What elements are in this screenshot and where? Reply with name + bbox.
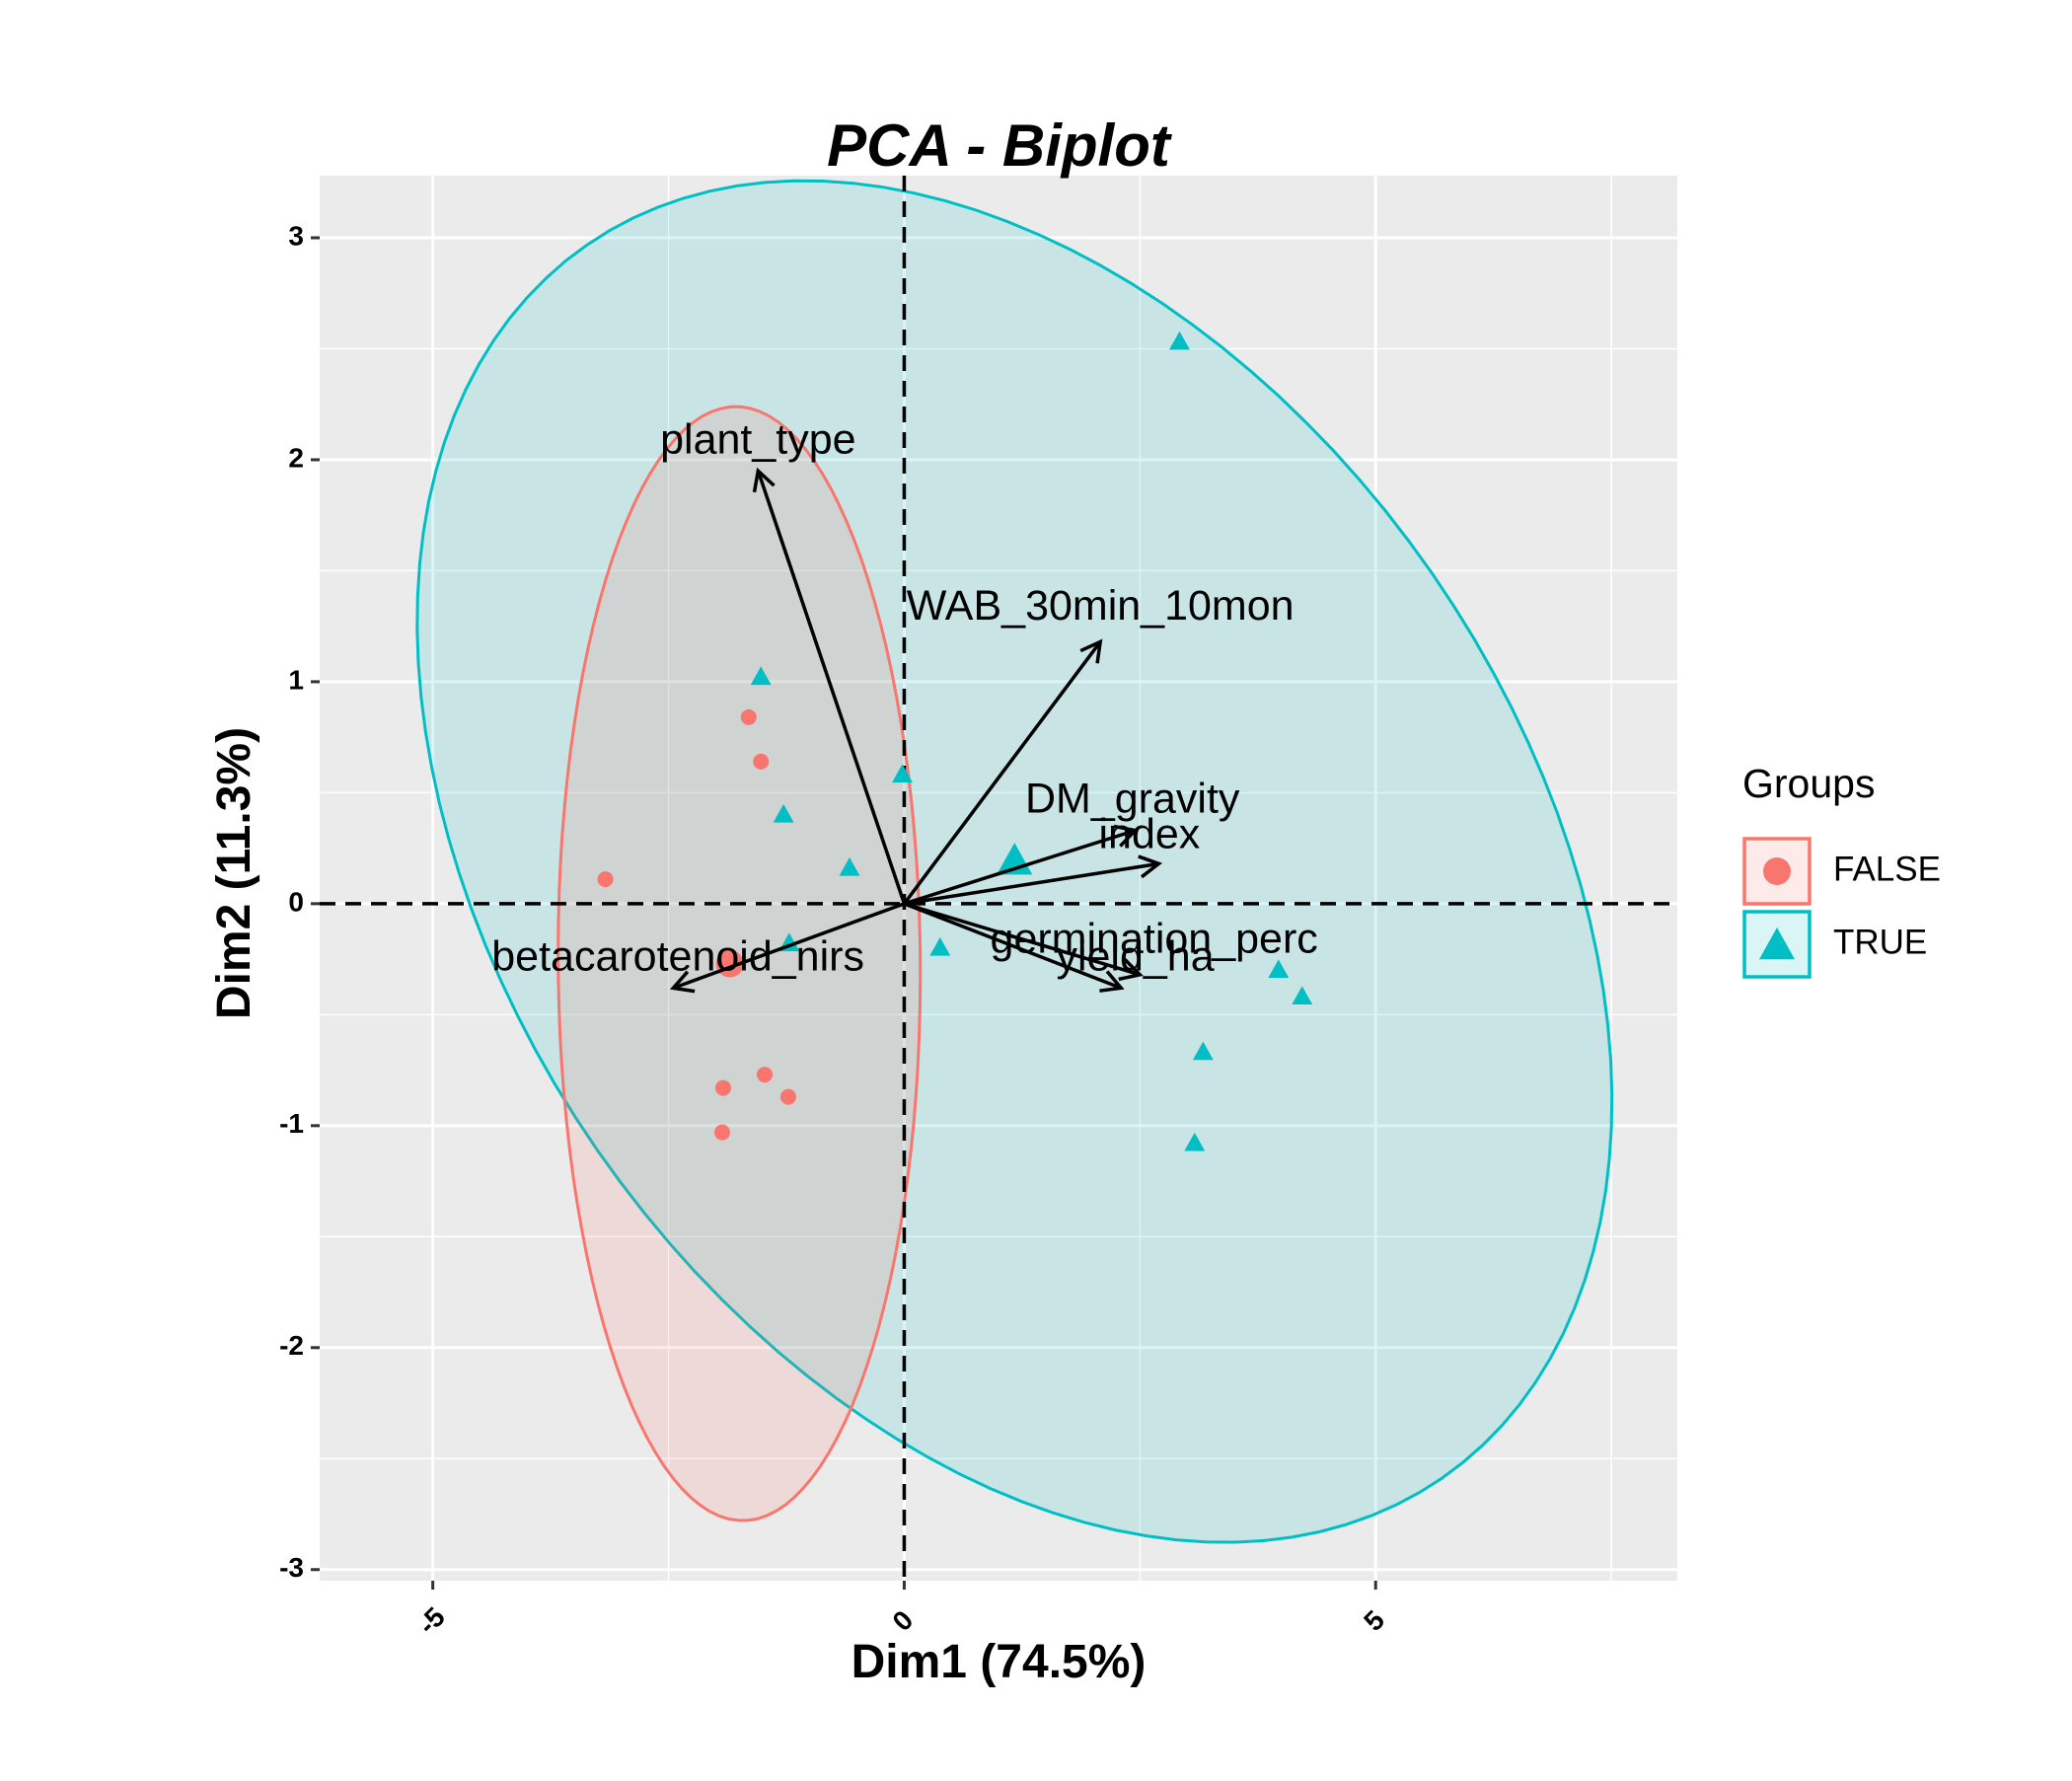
variable-arrows: [669, 467, 1163, 994]
variable-labels: plant_type WAB_30min_10mon DM_gravityindex…: [491, 415, 1318, 980]
data-point-true: [839, 856, 860, 876]
data-point-true: [1192, 1041, 1214, 1061]
arrowhead-germination_perc: [1099, 970, 1125, 993]
y-tick-label: -3: [279, 1552, 304, 1583]
data-point-true: [1268, 959, 1290, 979]
chart-title: PCA - Biplot: [827, 112, 1173, 179]
data-point-false: [740, 708, 757, 725]
data-point-true: [892, 764, 913, 783]
data-point-false: [714, 1079, 731, 1096]
arrowhead-yield_ha: [1118, 957, 1144, 982]
arrow-germination_perc: [903, 902, 1122, 990]
arrowhead-index: [1138, 854, 1163, 879]
data-point-false: [597, 871, 614, 888]
legend-triangle-icon: [1758, 928, 1796, 960]
y-axis-title: Dim2 (11.3%): [208, 727, 260, 1019]
legend: Groups FALSE TRUE: [1742, 761, 1941, 979]
variable-label-plant_type: plant_type: [660, 415, 855, 463]
data-point-true: [1292, 986, 1313, 1005]
variable-label-DM_gravity: DM_gravity: [1025, 776, 1240, 823]
x-tick-label: -5: [411, 1601, 451, 1641]
arrow-WAB_30min_10mon: [903, 640, 1102, 905]
y-tick-label: 2: [288, 442, 304, 473]
data-point-true: [1184, 1132, 1206, 1151]
legend-circle-icon: [1763, 857, 1791, 885]
legend-label-true: TRUE: [1833, 923, 1927, 961]
x-tick-label: 5: [1358, 1604, 1390, 1637]
y-tick-label: 0: [288, 886, 304, 917]
x-axis-title: Dim1 (74.5%): [851, 1636, 1147, 1688]
data-point-true: [1169, 331, 1190, 350]
data-point-true: [750, 666, 772, 686]
data-point-false: [714, 1124, 731, 1141]
arrow-betacarotenoid_nirs: [672, 902, 906, 990]
x-tick-label: 0: [886, 1604, 919, 1637]
data-points: [597, 331, 1313, 1151]
legend-title: Groups: [1742, 761, 1875, 806]
arrow-DM_gravity: [903, 828, 1137, 906]
y-tick-label: 3: [288, 220, 304, 251]
arrowhead-plant_type: [752, 467, 776, 493]
arrow-yield_ha: [903, 902, 1141, 977]
arrowhead-DM_gravity: [1113, 824, 1140, 848]
arrow-plant_type: [756, 470, 907, 905]
data-point-false: [779, 1088, 796, 1105]
reference-lines: [320, 176, 1677, 1581]
data-point-true: [929, 936, 951, 956]
data-point-false: [757, 1067, 774, 1083]
y-tick-label: -2: [279, 1330, 304, 1361]
legend-label-false: FALSE: [1833, 850, 1941, 888]
arrowhead-betacarotenoid_nirs: [669, 970, 696, 994]
arrowhead-WAB_30min_10mon: [1079, 638, 1103, 664]
variable-label-WAB_30min_10mon: WAB_30min_10mon: [907, 582, 1295, 630]
arrow-index: [904, 861, 1159, 906]
variable-label-index: index: [1098, 811, 1200, 858]
data-point-false: [753, 753, 770, 770]
y-tick-label: 1: [288, 664, 304, 695]
variable-label-germination_perc: germination_perc: [991, 915, 1318, 962]
data-point-true: [773, 803, 794, 823]
variable-label-yield_ha: yield_ha: [1056, 932, 1214, 980]
variable-label-betacarotenoid_nirs: betacarotenoid_nirs: [491, 932, 864, 980]
y-tick-label: -1: [279, 1108, 304, 1139]
